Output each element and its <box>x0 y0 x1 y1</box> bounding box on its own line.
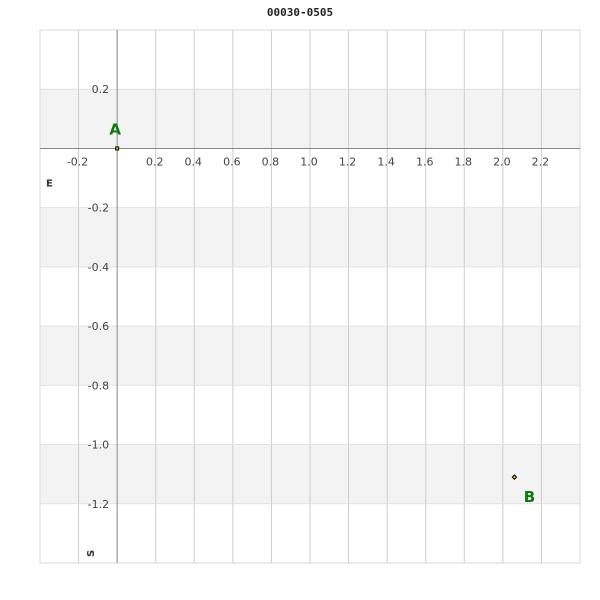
x-tick-label: 0.2 <box>146 155 164 168</box>
x-tick-label: 1.2 <box>339 155 357 168</box>
x-tick-label: 0.8 <box>262 155 280 168</box>
y-tick-label: 0.2 <box>92 83 110 96</box>
x-tick-label: 1.8 <box>455 155 473 168</box>
x-tick-label: 0.4 <box>185 155 203 168</box>
chart-title: 00030-0505 <box>266 6 334 19</box>
y-axis-label: S <box>86 550 97 557</box>
point-label-B: B <box>524 488 535 506</box>
x-tick-label: 2.0 <box>493 155 511 168</box>
x-tick-label: 1.4 <box>377 155 395 168</box>
x-tick-label: -0.2 <box>67 155 88 168</box>
plot-border <box>39 29 581 564</box>
y-tick-label: -1.0 <box>88 439 109 452</box>
y-tick-label: -0.8 <box>88 379 109 392</box>
x-tick-label: 0.6 <box>223 155 241 168</box>
y-tick-label: -0.6 <box>88 320 109 333</box>
point-label-A: A <box>109 120 121 138</box>
x-axis-label: E <box>46 178 53 189</box>
x-tick-label: 2.2 <box>532 155 550 168</box>
y-tick-label: -0.4 <box>88 261 109 274</box>
point-B <box>511 474 518 480</box>
x-tick-label: 1.0 <box>300 155 318 168</box>
x-tick-label: 1.6 <box>416 155 434 168</box>
y-tick-label: -0.2 <box>88 202 109 215</box>
point-A <box>115 146 120 151</box>
y-tick-label: -1.2 <box>88 498 109 511</box>
